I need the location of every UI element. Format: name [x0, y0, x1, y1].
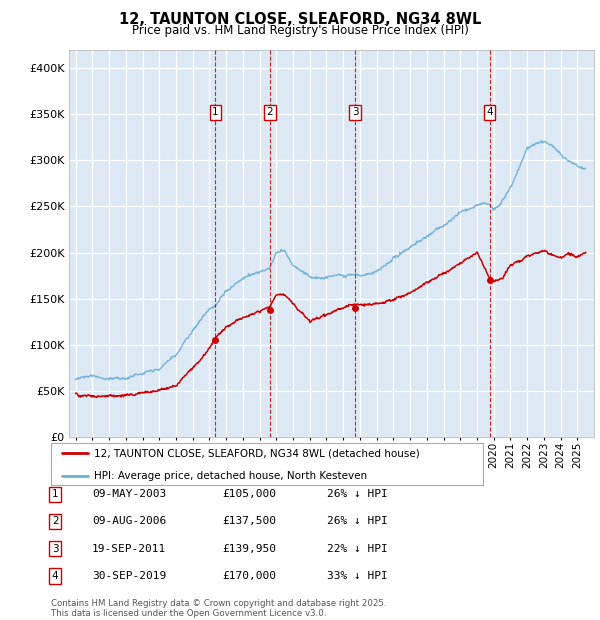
Text: £139,950: £139,950: [222, 544, 276, 554]
Text: 4: 4: [486, 107, 493, 117]
Text: 26% ↓ HPI: 26% ↓ HPI: [326, 516, 388, 526]
Text: 2: 2: [266, 107, 273, 117]
Text: 19-SEP-2011: 19-SEP-2011: [92, 544, 166, 554]
Text: 3: 3: [52, 544, 59, 554]
Text: £137,500: £137,500: [222, 516, 276, 526]
Text: 09-MAY-2003: 09-MAY-2003: [92, 489, 166, 499]
Text: 33% ↓ HPI: 33% ↓ HPI: [326, 571, 388, 581]
Text: 2: 2: [52, 516, 59, 526]
Text: 1: 1: [52, 489, 59, 499]
Text: 09-AUG-2006: 09-AUG-2006: [92, 516, 166, 526]
Text: £170,000: £170,000: [222, 571, 276, 581]
Text: 12, TAUNTON CLOSE, SLEAFORD, NG34 8WL (detached house): 12, TAUNTON CLOSE, SLEAFORD, NG34 8WL (d…: [94, 448, 420, 458]
Text: Price paid vs. HM Land Registry's House Price Index (HPI): Price paid vs. HM Land Registry's House …: [131, 24, 469, 37]
Text: HPI: Average price, detached house, North Kesteven: HPI: Average price, detached house, Nort…: [94, 471, 367, 480]
Text: Contains HM Land Registry data © Crown copyright and database right 2025.
This d: Contains HM Land Registry data © Crown c…: [51, 599, 386, 618]
Text: 12, TAUNTON CLOSE, SLEAFORD, NG34 8WL: 12, TAUNTON CLOSE, SLEAFORD, NG34 8WL: [119, 12, 481, 27]
Text: 4: 4: [52, 571, 59, 581]
Text: 26% ↓ HPI: 26% ↓ HPI: [326, 489, 388, 499]
Text: 1: 1: [212, 107, 219, 117]
Text: 3: 3: [352, 107, 359, 117]
Text: £105,000: £105,000: [222, 489, 276, 499]
Text: 30-SEP-2019: 30-SEP-2019: [92, 571, 166, 581]
Text: 22% ↓ HPI: 22% ↓ HPI: [326, 544, 388, 554]
